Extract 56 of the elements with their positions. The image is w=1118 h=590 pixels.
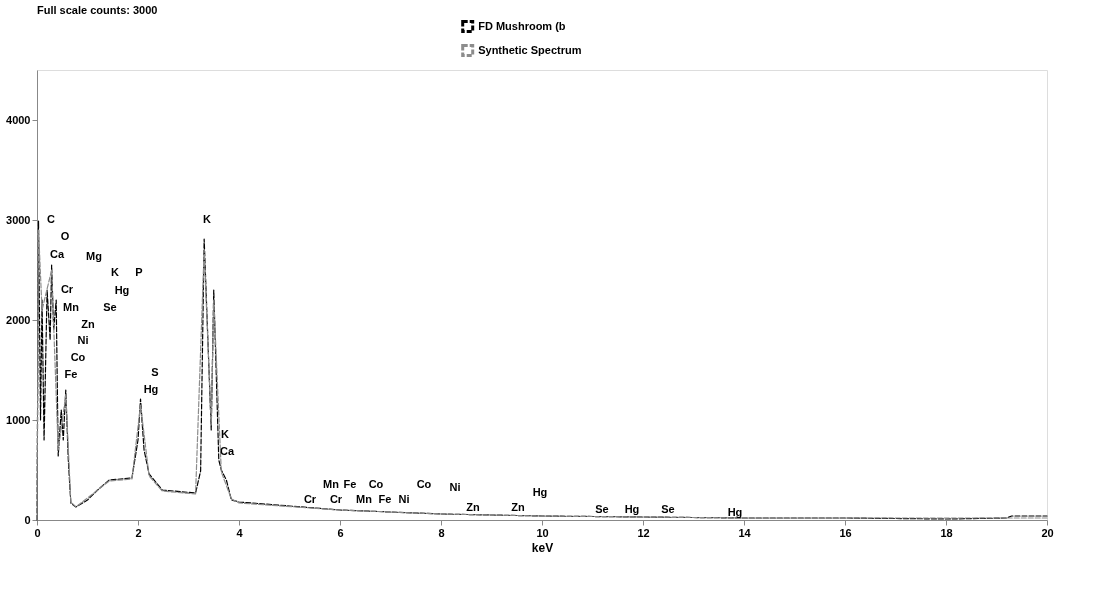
annotation: Hg bbox=[114, 284, 130, 296]
annotation: Mn bbox=[356, 493, 373, 505]
x-tick-label: 10 bbox=[536, 526, 549, 539]
legend-label: Synthetic Spectrum bbox=[478, 43, 582, 56]
annotation: Ni bbox=[449, 481, 461, 493]
annotation: K bbox=[221, 428, 230, 440]
annotation: Co bbox=[416, 478, 432, 490]
x-tick-label: 18 bbox=[940, 526, 953, 539]
annotation: Se bbox=[103, 301, 117, 313]
y-tick-label: 0 bbox=[24, 513, 31, 526]
annotation: Mn bbox=[323, 478, 340, 490]
y-tick-label: 1000 bbox=[6, 413, 31, 426]
annotation: Hg bbox=[624, 503, 640, 515]
chart-title: Full scale counts: 3000 bbox=[37, 4, 158, 16]
annotation: K bbox=[111, 266, 120, 278]
annotation: Ni bbox=[77, 334, 89, 346]
annotation: Cr bbox=[303, 493, 317, 505]
annotation: K bbox=[203, 213, 212, 225]
x-tick-label: 20 bbox=[1041, 526, 1054, 539]
x-axis-title: keV bbox=[531, 540, 554, 555]
annotation: Zn bbox=[466, 501, 480, 513]
annotation: Ca bbox=[219, 445, 235, 457]
annotation: Cr bbox=[329, 493, 343, 505]
annotation: C bbox=[47, 213, 56, 225]
annotation: Co bbox=[368, 478, 384, 490]
annotation: Mn bbox=[63, 301, 80, 313]
legend-label: FD Mushroom (b bbox=[478, 19, 566, 32]
annotation: Fe bbox=[378, 493, 392, 505]
annotation: Fe bbox=[64, 368, 78, 380]
annotation: Hg bbox=[727, 506, 743, 518]
annotation: Zn bbox=[511, 501, 525, 513]
x-tick-label: 2 bbox=[135, 526, 142, 539]
x-tick-label: 4 bbox=[236, 526, 244, 539]
y-tick-label: 4000 bbox=[6, 113, 31, 126]
annotation: Ni bbox=[398, 493, 410, 505]
annotation: Zn bbox=[81, 318, 95, 330]
annotation: Ca bbox=[49, 248, 65, 260]
annotation: P bbox=[135, 266, 143, 278]
x-tick-label: 12 bbox=[637, 526, 650, 539]
annotation: Cr bbox=[60, 283, 74, 295]
x-tick-label: 6 bbox=[337, 526, 344, 539]
annotation: Hg bbox=[532, 486, 548, 498]
annotation: Fe bbox=[343, 478, 357, 490]
annotation: Mg bbox=[86, 250, 102, 262]
annotation: Hg bbox=[143, 383, 159, 395]
annotation: Se bbox=[661, 503, 675, 515]
x-tick-label: 14 bbox=[738, 526, 752, 539]
x-tick-label: 0 bbox=[34, 526, 41, 539]
y-tick-label: 2000 bbox=[6, 313, 31, 326]
x-tick-label: 8 bbox=[438, 526, 445, 539]
annotation: Se bbox=[595, 503, 609, 515]
annotation: O bbox=[60, 230, 70, 242]
y-tick-label: 3000 bbox=[6, 213, 31, 226]
annotation: Co bbox=[70, 351, 86, 363]
annotation: S bbox=[151, 366, 159, 378]
x-tick-label: 16 bbox=[839, 526, 852, 539]
